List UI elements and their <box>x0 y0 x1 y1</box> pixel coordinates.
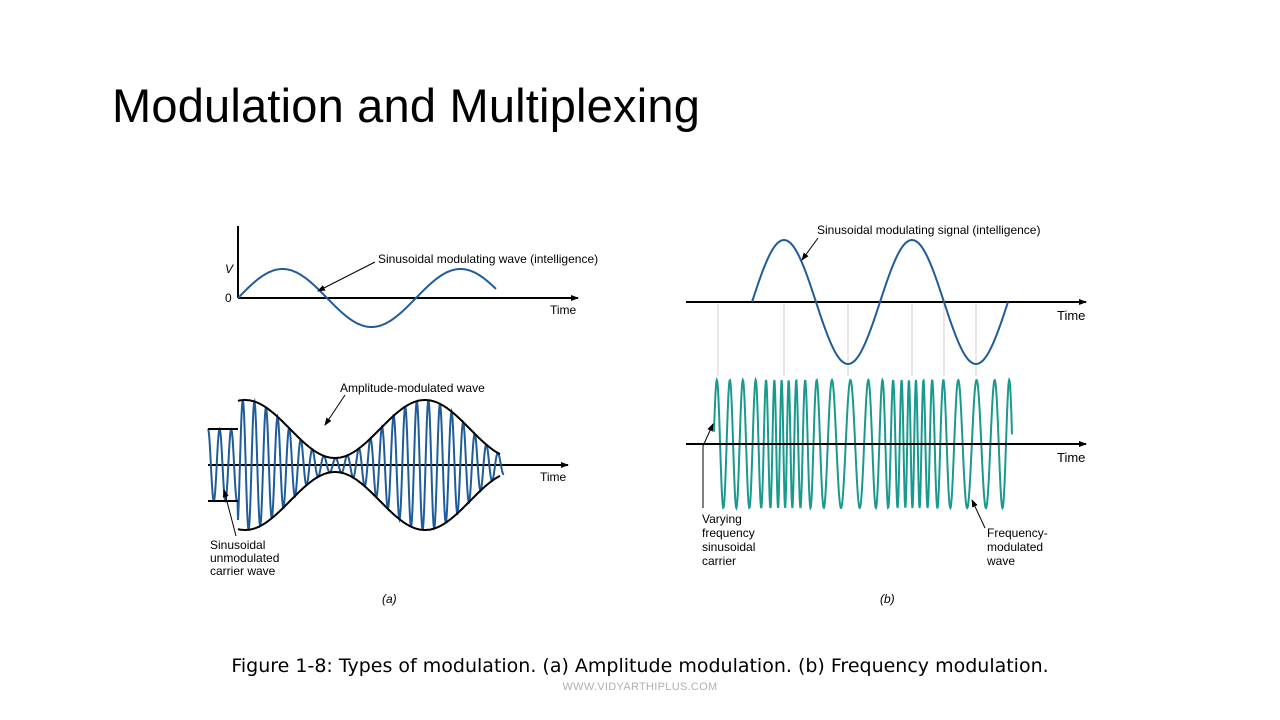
panel-a-am-carrier-wave <box>207 397 505 531</box>
figure-caption: Figure 1-8: Types of modulation. (a) Amp… <box>231 655 1049 677</box>
panel-a-zero-label: 0 <box>225 291 232 305</box>
panel-b-varying-label-4: carrier <box>702 554 736 568</box>
panel-b-varying-pointer-tip <box>702 423 714 447</box>
panel-b-label: (b) <box>880 592 895 606</box>
panel-a-top-time-label: Time <box>550 303 577 317</box>
panel-b-varying-label-3: sinusoidal <box>702 540 755 554</box>
panel-b-fm-label-1: Frequency- <box>987 526 1048 540</box>
panel-b-fm-wave <box>713 376 1013 511</box>
panel-a-envelope-top <box>237 399 501 459</box>
panel-a-label: (a) <box>382 592 397 606</box>
panel-b-modulating-pointer <box>801 237 819 261</box>
panel-a-modulating-wave <box>237 268 497 328</box>
panel-a-am-pointer <box>324 394 346 426</box>
panel-a-carrier-pointer <box>222 489 237 537</box>
slide-title: Modulation and Multiplexing <box>112 79 701 132</box>
panel-b-bottom-time-label: Time <box>1057 450 1085 465</box>
watermark: WWW.VIDYARTHIPLUS.COM <box>562 681 718 693</box>
panel-a-am-label: Amplitude-modulated wave <box>340 381 485 395</box>
panel-a-modulating-label: Sinusoidal modulating wave (intelligence… <box>378 252 598 266</box>
panel-b-fm-label-3: wave <box>986 554 1015 568</box>
panel-b-top-time-label: Time <box>1057 308 1085 323</box>
panel-b-guide-lines <box>717 304 977 376</box>
panel-a-carrier-label-3: carrier wave <box>210 564 276 578</box>
panel-b-modulating-label: Sinusoidal modulating signal (intelligen… <box>817 223 1040 237</box>
panel-a-bottom-time-label: Time <box>540 470 567 484</box>
panel-a: V 0 Time Sinusoidal modulating wave (int… <box>207 226 598 606</box>
panel-a-carrier-label-1: Sinusoidal <box>210 538 265 552</box>
panel-a-carrier-label-2: unmodulated <box>210 551 279 565</box>
panel-b-varying-label-2: frequency <box>702 526 755 540</box>
panel-b: Time Sinusoidal modulating signal (intel… <box>686 223 1087 606</box>
panel-a-v-label: V <box>225 262 234 276</box>
panel-b-modulating-signal <box>751 238 1009 366</box>
modulation-figure: V 0 Time Sinusoidal modulating wave (int… <box>207 223 1087 606</box>
panel-a-envelope-bottom <box>237 471 501 531</box>
panel-b-fm-pointer <box>971 499 986 529</box>
panel-b-varying-label-1: Varying <box>702 512 742 526</box>
panel-a-modulating-pointer <box>317 261 376 292</box>
panel-b-fm-label-2: modulated <box>987 540 1043 554</box>
